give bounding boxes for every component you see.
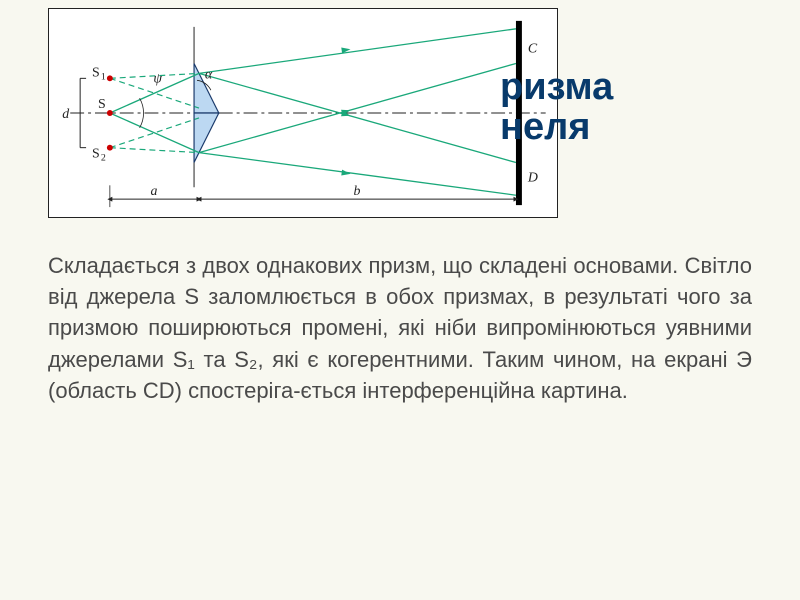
svg-text:C: C — [528, 41, 538, 56]
biprism-diagram: S1SS2dψαCDab — [48, 8, 558, 218]
svg-text:S: S — [92, 64, 100, 79]
svg-text:S: S — [98, 96, 106, 111]
svg-text:a: a — [150, 183, 157, 198]
body-paragraph: Складається з двох однакових призм, що с… — [48, 250, 752, 406]
svg-text:D: D — [527, 169, 538, 184]
svg-text:ψ: ψ — [153, 70, 162, 85]
svg-text:2: 2 — [101, 153, 106, 164]
svg-text:b: b — [354, 183, 361, 198]
svg-text:α: α — [205, 66, 213, 81]
title-line-1: ризма — [500, 68, 780, 108]
slide-title: ризма неля — [500, 68, 780, 148]
diagram-svg: S1SS2dψαCDab — [49, 9, 557, 217]
svg-text:1: 1 — [101, 71, 106, 82]
title-line-2: неля — [500, 108, 780, 148]
svg-text:d: d — [62, 106, 69, 121]
svg-text:S: S — [92, 146, 100, 161]
